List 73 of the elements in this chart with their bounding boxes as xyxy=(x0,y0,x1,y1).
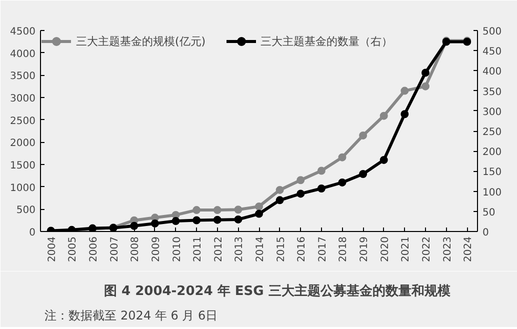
x-tick-label: 2019 xyxy=(359,236,370,262)
x-tick-label: 2018 xyxy=(338,236,350,262)
y-tick-label: 4000 xyxy=(10,48,36,60)
y-tick-label: 1500 xyxy=(10,160,36,172)
point xyxy=(296,176,305,184)
point xyxy=(296,190,305,198)
point xyxy=(213,206,222,214)
point xyxy=(400,86,409,95)
y2-tick-label: 150 xyxy=(482,167,502,178)
y2-tick-label: 500 xyxy=(482,26,502,38)
point xyxy=(338,153,346,162)
y2-tick-label: 200 xyxy=(482,147,502,158)
legend-label: 三大主题基金的数量（右） xyxy=(260,34,393,48)
x-tick-label: 2009 xyxy=(150,236,162,262)
x-tick-label: 2022 xyxy=(421,236,432,262)
x-tick-label: 2004 xyxy=(46,236,58,262)
y2-tick-label: 350 xyxy=(482,86,502,98)
point xyxy=(255,210,263,218)
point xyxy=(359,170,368,178)
y2-tick-label: 0 xyxy=(482,228,489,238)
point xyxy=(234,206,242,214)
point xyxy=(421,82,430,90)
y2-tick-label: 100 xyxy=(482,187,502,198)
point xyxy=(400,110,409,118)
x-tick-label: 2016 xyxy=(296,236,308,262)
x-tick-label: 2013 xyxy=(234,236,246,262)
x-tick-label: 2006 xyxy=(88,236,100,262)
x-tick-label: 2012 xyxy=(213,236,224,262)
point xyxy=(380,112,388,120)
text: 图 4 2004-2024 年 ESG 三大主题公募基金的数量和规模 xyxy=(104,283,450,299)
y-tick-label: 2000 xyxy=(10,138,36,150)
point xyxy=(130,222,138,230)
point xyxy=(150,219,159,228)
point xyxy=(192,216,201,224)
y-tick-label: 0 xyxy=(29,228,36,238)
y-tick-label: 3500 xyxy=(10,71,36,82)
point xyxy=(172,217,180,226)
x-tick-label: 2024 xyxy=(463,236,474,262)
y2-tick-label: 400 xyxy=(482,66,502,78)
y2-tick-label: 300 xyxy=(482,106,502,118)
x-tick-label: 2014 xyxy=(255,236,266,262)
point xyxy=(213,216,222,224)
point xyxy=(338,178,346,186)
point xyxy=(255,202,263,210)
point xyxy=(359,131,368,140)
x-tick-label: 2008 xyxy=(130,236,142,262)
point xyxy=(276,196,284,204)
y-tick-label: 2500 xyxy=(10,116,36,127)
x-tick-label: 2015 xyxy=(276,236,287,262)
text: 注：数据截至 2024 年 6 月 6日 xyxy=(44,308,218,322)
y-tick-label: 1000 xyxy=(10,182,36,194)
point xyxy=(192,206,201,214)
y2-tick-label: 50 xyxy=(482,207,496,218)
point xyxy=(317,184,326,192)
x-tick-label: 2007 xyxy=(109,236,120,262)
point xyxy=(421,68,430,77)
x-tick-label: 2021 xyxy=(400,236,412,262)
x-tick-label: 2010 xyxy=(172,236,183,262)
y2-tick-label: 450 xyxy=(482,46,502,58)
point xyxy=(234,215,242,224)
x-tick-label: 2005 xyxy=(68,236,79,262)
y-tick-label: 3000 xyxy=(10,94,36,104)
x-tick-label: 2017 xyxy=(317,236,328,262)
point xyxy=(317,166,326,175)
point xyxy=(276,186,284,194)
x-tick-label: 2023 xyxy=(442,236,454,262)
y2-tick-label: 250 xyxy=(482,127,502,138)
legend-label: 三大主题基金的规模(亿元) xyxy=(76,34,206,48)
y-tick-label: 4500 xyxy=(10,26,36,38)
y-tick-label: 500 xyxy=(16,205,36,216)
x-tick-label: 2020 xyxy=(380,236,391,262)
point xyxy=(380,156,388,164)
x-tick-label: 2011 xyxy=(192,236,204,262)
